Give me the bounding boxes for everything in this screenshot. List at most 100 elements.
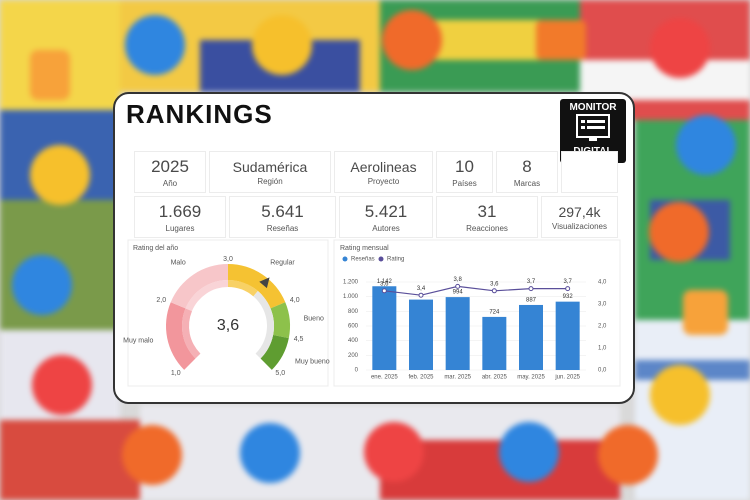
- kpi-value: 8: [522, 157, 532, 176]
- gauge-band: [260, 334, 289, 370]
- y2-tick-label: 1,0: [598, 346, 607, 352]
- rating-label: 3,6: [490, 281, 499, 287]
- gauge-remainder: [253, 291, 274, 359]
- rating-label: 3,7: [563, 279, 572, 285]
- rating-label: 3,8: [453, 277, 462, 283]
- bar-label: 887: [526, 298, 537, 304]
- x-tick-label: feb. 2025: [408, 375, 434, 381]
- bar-label: 994: [453, 290, 464, 296]
- bar-label: 932: [563, 294, 574, 300]
- gauge-band: [270, 302, 290, 339]
- gauge-value-label: 3,6: [217, 317, 239, 334]
- kpi-value: 10: [455, 157, 474, 176]
- kpi-card: [562, 152, 617, 192]
- kpi-value: 31: [477, 202, 497, 221]
- x-tick-label: mar. 2025: [444, 375, 471, 381]
- x-tick-label: abr. 2025: [482, 375, 508, 381]
- kpi-card: 31 Reacciones: [437, 197, 537, 237]
- legend-label: Reseñas: [351, 257, 375, 263]
- x-tick-label: jun. 2025: [554, 375, 580, 381]
- kpi-card: 10 Países: [437, 152, 492, 192]
- rating-point: [455, 283, 461, 289]
- gauge-band: [166, 302, 196, 370]
- logo-text: DIGITAL: [560, 146, 626, 157]
- gauge-value-fill: [185, 280, 228, 312]
- rating-line: [384, 285, 568, 296]
- gauge-pointer: [259, 277, 270, 289]
- kpi-value: 1.669: [158, 202, 202, 221]
- y2-tick-label: 3,0: [598, 302, 607, 308]
- gauge-tick-label: 4,5: [294, 336, 304, 343]
- rating-label: 3,7: [527, 279, 536, 285]
- gauge-tick-label: 4,0: [290, 297, 300, 304]
- gauge-band-label: Muy malo: [123, 338, 153, 345]
- bar: [555, 301, 580, 370]
- kpi-value: 297,4k: [558, 204, 601, 220]
- kpi-label: Reseñas: [266, 224, 299, 233]
- gauge-value-fill: [228, 280, 258, 297]
- rating-point: [491, 288, 497, 294]
- kpi-label: Región: [257, 177, 283, 186]
- kpi-card: 2025 Año: [135, 152, 205, 192]
- y2-tick-label: 0,0: [598, 368, 607, 374]
- kpi-value: 2025: [151, 157, 189, 176]
- y-tick-label: 0: [355, 368, 359, 374]
- kpi-card: 297,4k Visualizaciones: [542, 197, 617, 237]
- rating-label: 3,6: [380, 281, 389, 287]
- legend-swatch: [342, 256, 348, 262]
- y-tick-label: 600: [348, 324, 359, 330]
- bar-label: 724: [489, 309, 500, 315]
- logo-text: MONITOR: [569, 102, 617, 113]
- bar: [372, 286, 397, 370]
- kpi-label: Visualizaciones: [552, 222, 607, 231]
- rating-point: [418, 292, 424, 298]
- gauge-tick-label: 1,0: [171, 370, 181, 377]
- x-tick-label: ene. 2025: [371, 375, 398, 381]
- kpi-label: Lugares: [165, 224, 195, 233]
- gauge-tick-label: 3,0: [223, 256, 233, 263]
- gauge-value-fill: [181, 308, 201, 359]
- gauge-band-label: Regular: [270, 260, 295, 267]
- kpi-card: 5.641 Reseñas: [230, 197, 335, 237]
- kpi-label: Autores: [372, 224, 400, 233]
- bar-label: 1.142: [377, 279, 393, 285]
- kpi-card: 5.421 Autores: [340, 197, 432, 237]
- gauge-band: [228, 264, 286, 309]
- kpi-card: Aerolineas Proyecto: [335, 152, 432, 192]
- gauge-tick-label: 5,0: [275, 370, 285, 377]
- chart-title: Rating mensual: [340, 245, 389, 252]
- kpi-value: Aerolineas: [350, 159, 417, 175]
- bar: [445, 297, 470, 370]
- kpi-card: 1.669 Lugares: [135, 197, 225, 237]
- kpi-label: Reacciones: [466, 224, 508, 233]
- kpi-label: Marcas: [513, 179, 541, 188]
- kpi-card: Sudamérica Región: [210, 152, 330, 192]
- dashboard-title: RANKINGS: [126, 99, 273, 129]
- kpi-card: 8 Marcas: [497, 152, 557, 192]
- rating-label: 3,4: [417, 286, 426, 292]
- kpi-value: 5.641: [261, 202, 304, 221]
- x-tick-label: may. 2025: [517, 375, 545, 381]
- y-tick-label: 1.200: [343, 280, 359, 286]
- kpi-label: Proyecto: [367, 177, 400, 186]
- y2-tick-label: 2,0: [598, 324, 607, 330]
- y2-tick-label: 4,0: [598, 280, 607, 286]
- legend-label: Rating: [387, 257, 404, 263]
- bar: [482, 316, 507, 370]
- y-tick-label: 1.000: [343, 294, 359, 300]
- gauge-tick-label: 2,0: [156, 297, 166, 304]
- y-tick-label: 200: [348, 353, 359, 359]
- gauge-band-label: Malo: [171, 260, 186, 267]
- gauge-band-label: Bueno: [304, 315, 324, 322]
- kpi-value: 5.421: [364, 202, 408, 221]
- kpi-value: Sudamérica: [232, 159, 308, 175]
- gauge-band-label: Muy bueno: [295, 359, 330, 366]
- bar: [409, 299, 433, 370]
- y-tick-label: 800: [348, 309, 359, 315]
- kpi-label: Países: [452, 179, 477, 188]
- logo-icon: [576, 114, 610, 141]
- gauge-title: Rating del año: [133, 245, 178, 252]
